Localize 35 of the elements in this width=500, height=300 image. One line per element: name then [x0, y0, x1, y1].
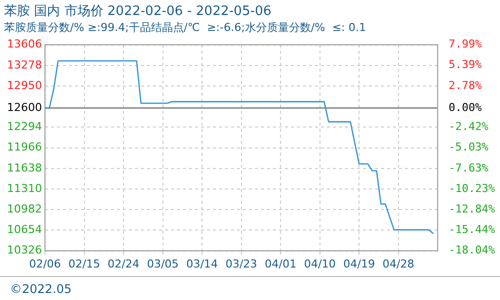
- y-tick-label: 10654: [6, 223, 42, 236]
- y2-tick-label: 5.39%: [448, 58, 482, 72]
- x-tick-label: 04/28: [382, 257, 414, 270]
- x-tick-label: 03/23: [225, 257, 258, 270]
- y-tick-label: 10326: [6, 244, 42, 257]
- x-tick-label: 02/15: [68, 257, 100, 270]
- y2-tick-label: -12.84%: [448, 202, 496, 216]
- y-tick-label: 13278: [6, 58, 42, 72]
- x-tick-label: 02/06: [29, 257, 61, 270]
- text: ©2022.05: [10, 282, 72, 296]
- y2-tick-label: -10.23%: [448, 182, 496, 195]
- x-tick-label: 04/10: [304, 257, 336, 270]
- y2-tick-label: 7.99%: [448, 38, 482, 51]
- y2-tick-label: -7.63%: [448, 161, 489, 174]
- y-tick-label: 12950: [6, 78, 42, 92]
- y2-tick-label: -5.03%: [448, 140, 489, 154]
- y-tick-label: 13606: [6, 38, 42, 51]
- chart-title: 苯胺 国内 市场价 2022-02-06 - 2022-05-06: [4, 4, 272, 20]
- y-tick-label: 11638: [6, 161, 42, 174]
- chart-subtitle: 苯胺质量分数/% ≥:99.4;干品结晶点/℃ ≥:-6.6;水分质量分数/% ≤: 0.1: [4, 21, 366, 34]
- y-tick-label: 12600: [6, 100, 42, 114]
- x-tick-label: 03/14: [186, 257, 218, 270]
- y-tick-label: 12294: [6, 120, 42, 134]
- y-tick-label: 10982: [6, 202, 42, 216]
- y-tick-label: 11966: [6, 140, 42, 154]
- x-tick-label: 03/05: [146, 257, 179, 270]
- y2-tick-label: -18.04%: [448, 244, 496, 257]
- y-tick-label: 11310: [6, 182, 42, 195]
- x-tick-label: 04/01: [264, 257, 296, 270]
- y2-tick-label: -15.44%: [448, 223, 496, 236]
- y2-tick-label: 0.00%: [448, 100, 482, 114]
- y2-tick-label: -2.42%: [448, 120, 489, 134]
- x-tick-label: 04/19: [343, 257, 375, 270]
- x-tick-label: 02/24: [108, 257, 140, 270]
- y2-tick-label: 2.78%: [448, 78, 482, 92]
